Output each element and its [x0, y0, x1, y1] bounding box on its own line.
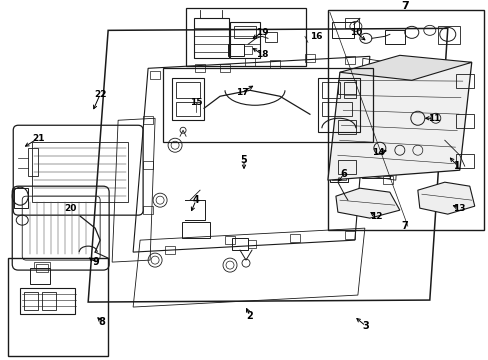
Bar	[289, 234, 299, 242]
Bar	[269, 60, 280, 68]
Bar	[327, 10, 483, 230]
Bar	[361, 158, 389, 178]
Bar	[229, 22, 260, 58]
Text: 16: 16	[309, 32, 322, 41]
Bar	[393, 104, 411, 116]
Bar	[32, 142, 128, 202]
Bar	[36, 264, 48, 272]
Polygon shape	[335, 188, 399, 218]
Bar	[24, 292, 38, 310]
Bar	[343, 82, 355, 98]
Bar	[321, 102, 351, 116]
Text: 19: 19	[255, 28, 268, 37]
Bar	[182, 222, 210, 238]
Text: 15: 15	[189, 98, 202, 107]
Text: 17: 17	[235, 88, 248, 97]
Text: 22: 22	[94, 90, 106, 99]
Bar	[34, 262, 50, 268]
Bar	[244, 46, 251, 54]
Bar	[231, 238, 247, 250]
Bar	[455, 74, 473, 88]
Bar	[386, 136, 396, 144]
Bar	[8, 258, 108, 356]
Text: 3: 3	[362, 321, 368, 331]
Bar	[384, 30, 404, 44]
Bar	[455, 154, 473, 168]
Bar	[234, 26, 255, 38]
Text: 2: 2	[246, 311, 253, 321]
Bar	[382, 176, 392, 184]
Bar	[42, 292, 56, 310]
Bar	[393, 122, 411, 134]
Polygon shape	[339, 55, 471, 80]
Bar	[176, 102, 200, 116]
Text: 7: 7	[401, 221, 407, 231]
Text: 9: 9	[93, 257, 100, 267]
Bar	[329, 168, 347, 182]
Bar	[20, 288, 75, 314]
Text: 5: 5	[240, 155, 247, 165]
Bar	[244, 58, 254, 66]
Bar	[384, 96, 394, 104]
Bar	[331, 170, 345, 180]
Text: 4: 4	[192, 195, 199, 205]
Bar	[379, 66, 389, 74]
Bar	[331, 22, 353, 38]
Bar	[247, 240, 255, 248]
Bar	[185, 8, 305, 66]
Bar	[163, 68, 372, 142]
Bar	[172, 78, 203, 120]
Text: 14: 14	[371, 148, 384, 157]
Text: 18: 18	[255, 50, 268, 59]
Bar	[321, 82, 339, 98]
Bar	[264, 32, 276, 42]
Bar	[437, 26, 459, 44]
Text: 12: 12	[369, 212, 381, 221]
Bar	[143, 206, 153, 214]
Bar	[339, 198, 355, 210]
Bar	[165, 246, 175, 254]
Polygon shape	[417, 182, 474, 214]
Bar	[337, 80, 355, 94]
Text: 1: 1	[453, 161, 460, 171]
Bar	[14, 188, 28, 208]
Bar	[143, 116, 153, 124]
Bar	[305, 54, 314, 62]
Bar	[195, 64, 204, 72]
Bar	[28, 148, 38, 176]
Bar	[30, 268, 50, 284]
Bar	[317, 78, 359, 132]
Bar	[220, 64, 229, 72]
Text: 6: 6	[340, 169, 346, 179]
Text: 11: 11	[427, 114, 439, 123]
Bar	[337, 160, 355, 174]
Bar	[344, 56, 354, 64]
Text: 10: 10	[349, 28, 361, 37]
Text: 7: 7	[400, 1, 408, 12]
Bar	[344, 231, 354, 239]
Text: 13: 13	[452, 204, 465, 213]
Bar	[224, 236, 235, 244]
Bar	[455, 114, 473, 128]
Bar	[337, 120, 355, 134]
Bar	[194, 18, 228, 58]
Bar	[344, 18, 358, 28]
Bar	[365, 162, 385, 174]
Bar	[143, 161, 153, 169]
Bar	[389, 100, 415, 140]
Bar	[150, 71, 160, 79]
Polygon shape	[327, 62, 471, 180]
Text: 8: 8	[99, 317, 105, 327]
Bar	[176, 82, 200, 98]
Text: 20: 20	[64, 204, 76, 213]
Bar	[227, 44, 244, 56]
Text: 21: 21	[32, 134, 44, 143]
